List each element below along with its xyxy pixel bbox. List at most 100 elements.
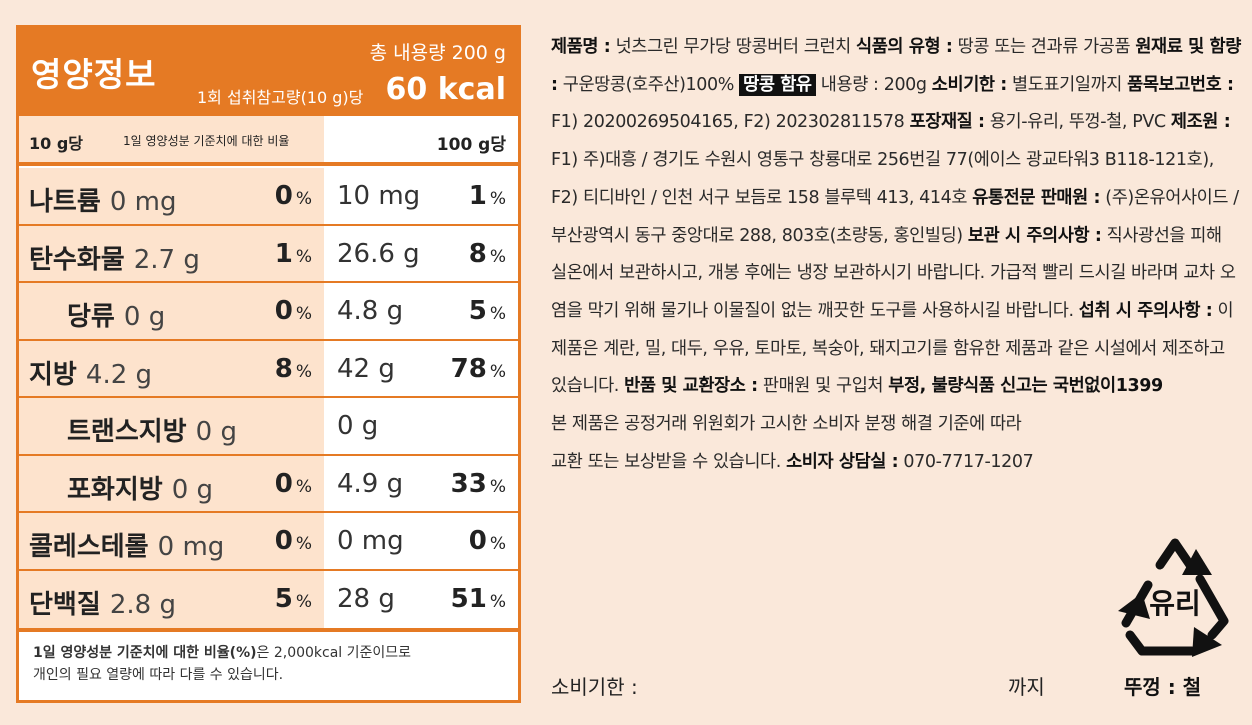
- nutrient-amount: 0 mg: [109, 187, 177, 217]
- nutrition-title: 영양정보: [31, 55, 157, 94]
- nutrient-rows: 나트륨 0 mg 0% 10 mg 1% 탄수화물 2.7 g 1% 26.6 g 8% 당류 …: [19, 168, 518, 628]
- percent-unit: %: [295, 591, 312, 612]
- nutrient-amount-100g: 4.8 g: [337, 296, 404, 326]
- volume-value: 내용량 : 200g: [815, 74, 932, 95]
- storage-caution-label: 보관 시 주의사항 :: [967, 225, 1102, 246]
- nutrient-amount-100g: 28 g: [337, 583, 395, 614]
- nutrient-pct100-value: 0: [468, 526, 487, 556]
- nutrient-amount: 2.8 g: [109, 589, 176, 620]
- return-place-label: 반품 및 교환장소 :: [624, 376, 758, 397]
- nutrient-row: 당류 0 g 0% 4.8 g 5%: [19, 283, 518, 341]
- allergen-badge: 땅콩 함유: [739, 73, 816, 96]
- nutrient-name: 트랜스지방 0 g: [67, 411, 237, 448]
- percent-unit: %: [489, 361, 506, 382]
- seller-label: 유통전문 판매원 :: [972, 187, 1101, 208]
- report-number-value: F1) 20200269504165, F2) 202302811578: [551, 112, 910, 133]
- food-type-label: 식품의 유형 :: [856, 37, 953, 57]
- nutrient-name: 콜레스테롤 0 mg: [29, 526, 224, 563]
- nutrient-pct-value: 0: [274, 468, 293, 499]
- nutrient-name: 단백질 2.8 g: [29, 584, 176, 621]
- nutrient-name: 지방 4.2 g: [29, 354, 152, 391]
- percent-unit: %: [489, 189, 506, 209]
- nutrient-pct100-value: 1: [468, 181, 487, 211]
- nutrient-amount: 2.7 g: [133, 244, 200, 275]
- nutrient-daily-pct-100g: 0%: [469, 526, 506, 556]
- nutrient-amount-100g: 10 mg: [337, 181, 421, 211]
- nutrient-pct100-value: 8: [468, 238, 487, 269]
- nutrient-amount-100g: 26.6 g: [337, 238, 420, 269]
- storage-caution-value: 직사광선을 피해 실온에서 보관하시고, 개봉 후에는 냉장 보관하시기 바랍니…: [551, 225, 1236, 321]
- nutrient-daily-pct-100g: 5%: [469, 296, 506, 326]
- nutrient-daily-pct: 1%: [275, 239, 312, 269]
- seller-value: (주)온유어사이드 / 부산광역시 동구 중앙대로 288, 803호(초량동,…: [551, 187, 1239, 246]
- percent-unit: %: [295, 304, 312, 324]
- nutrient-amount: 0 mg: [157, 532, 225, 562]
- ingredients-value: 구운땅콩(호주산)100%: [557, 74, 740, 95]
- serving-size: 1회 섭취참고량(10 g)당: [197, 88, 364, 107]
- percent-unit: %: [295, 476, 312, 497]
- nutrient-daily-pct: 0%: [275, 296, 312, 326]
- food-type-value: 땅콩 또는 견과류 가공품: [952, 37, 1136, 57]
- nutrient-daily-pct: 5%: [275, 584, 312, 614]
- manufacturer-label: 제조원 :: [1170, 112, 1231, 133]
- footnote-text-1: 은 2,000kcal 기준이므로: [256, 645, 412, 661]
- product-info-text: 제품명 : 넛츠그린 무가당 땅콩버터 크런치 식품의 유형 : 땅콩 또는 견…: [551, 29, 1241, 481]
- nutrient-label: 단백질: [29, 589, 101, 620]
- footnote-text-2: 개인의 필요 열량에 따라 다를 수 있습니다.: [33, 667, 284, 683]
- nutrient-amount: 0 g: [171, 474, 214, 505]
- nutrient-pct-value: 0: [274, 526, 293, 556]
- nutrient-daily-pct: 0%: [275, 526, 312, 556]
- nutrition-footnote: 1일 영양성분 기준치에 대한 비율(%)은 2,000kcal 기준이므로 개…: [19, 628, 518, 700]
- nutrient-row: 포화지방 0 g 0% 4.9 g 33%: [19, 455, 518, 513]
- nutrient-daily-pct-100g: 33%: [451, 469, 506, 499]
- nutrient-daily-pct-100g: 1%: [469, 181, 506, 211]
- recycle-glass-icon: 유리: [1118, 538, 1229, 657]
- nutrition-facts-panel: 영양정보 총 내용량 200 g 1회 섭취참고량(10 g)당 60 kcal…: [16, 25, 521, 703]
- intake-caution-label: 섭취 시 주의사항 :: [1078, 300, 1213, 321]
- nutrient-label: 탄수화물: [29, 244, 125, 275]
- nutrient-label: 지방: [29, 359, 77, 390]
- percent-unit: %: [489, 534, 506, 554]
- product-name-value: 넛츠그린 무가당 땅콩버터 크런치: [610, 37, 857, 57]
- manufacturer-value: F1) 주)대흥 / 경기도 수원시 영통구 창룡대로 256번길 77(에이스…: [551, 150, 1214, 208]
- product-name-label: 제품명 :: [551, 37, 611, 57]
- nutrient-amount-100g: 4.9 g: [337, 468, 404, 499]
- expiry-date-label: 소비기한 :: [551, 675, 638, 699]
- percent-unit: %: [489, 246, 506, 267]
- nutrient-amount-100g: 42 g: [337, 353, 395, 384]
- nutrient-pct100-value: 5: [468, 296, 487, 326]
- nutrient-daily-pct: 8%: [275, 354, 312, 384]
- nutrient-row: 콜레스테롤 0 mg 0% 0 mg 0%: [19, 513, 518, 571]
- dispute-text-2: 교환 또는 보상받을 수 있습니다.: [551, 451, 787, 472]
- consumer-center-label: 소비자 상담실 :: [786, 451, 899, 472]
- report-number-label: 품목보고번호 :: [1127, 74, 1234, 95]
- packaging-label: 포장재질 :: [909, 112, 985, 133]
- nutrient-name: 당류 0 g: [67, 296, 165, 333]
- nutrient-daily-pct: 0%: [275, 469, 312, 499]
- nutrient-amount: 0 g: [195, 417, 237, 447]
- footnote-bold: 1일 영양성분 기준치에 대한 비율(%): [33, 645, 257, 661]
- lid-material-label: 뚜껑 : 철: [1124, 675, 1202, 699]
- nutrient-label: 콜레스테롤: [29, 532, 149, 562]
- bad-food-report-label: 부정, 불량식품 신고는 국번없이1399: [888, 376, 1163, 397]
- nutrient-pct100-value: 78: [450, 353, 487, 384]
- nutrient-label: 포화지방: [67, 474, 163, 505]
- percent-unit: %: [295, 246, 312, 267]
- nutrient-row-left-bg: [19, 168, 324, 224]
- nutrient-row-left-bg: [19, 455, 324, 511]
- nutrient-name: 탄수화물 2.7 g: [29, 239, 200, 276]
- nutrient-pct-value: 8: [274, 353, 293, 384]
- nutrient-row: 나트륨 0 mg 0% 10 mg 1%: [19, 168, 518, 226]
- nutrient-row: 지방 4.2 g 8% 42 g 78%: [19, 340, 518, 398]
- intake-caution-value: 이 제품은 계란, 밀, 대두, 우유, 토마토, 복숭아, 돼지고기를 함유한…: [551, 300, 1234, 397]
- recycle-label: 유리: [1149, 587, 1201, 620]
- nutrient-row-left-bg: [19, 340, 324, 396]
- nutrient-amount: 4.2 g: [85, 359, 153, 390]
- nutrient-row-left-bg: [19, 283, 324, 339]
- expiry-info-label: 소비기한 :: [931, 74, 1007, 95]
- nutrient-name: 나트륨 0 mg: [29, 181, 176, 218]
- percent-unit: %: [489, 591, 506, 612]
- nutrient-pct-value: 0: [274, 181, 293, 211]
- nutrient-pct-value: 1: [274, 238, 293, 269]
